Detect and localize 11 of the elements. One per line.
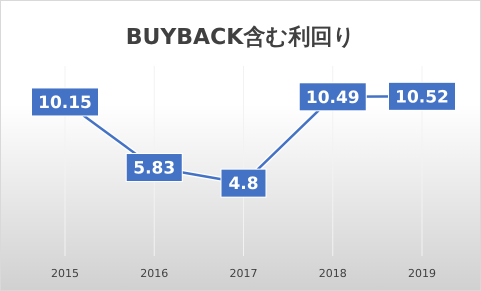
data-label: 5.83 xyxy=(133,158,176,179)
data-label: 10.15 xyxy=(38,92,92,113)
data-label: 10.52 xyxy=(395,87,449,108)
data-label: 10.49 xyxy=(306,88,360,108)
x-tick-label: 2015 xyxy=(51,267,79,280)
x-tick-label: 2017 xyxy=(230,267,258,280)
data-label: 4.8 xyxy=(228,174,259,194)
x-tick-label: 2019 xyxy=(408,267,436,280)
chart-title: BUYBACK含む利回り xyxy=(126,25,356,50)
x-tick-label: 2018 xyxy=(318,267,347,280)
x-tick-label: 2016 xyxy=(140,267,168,280)
